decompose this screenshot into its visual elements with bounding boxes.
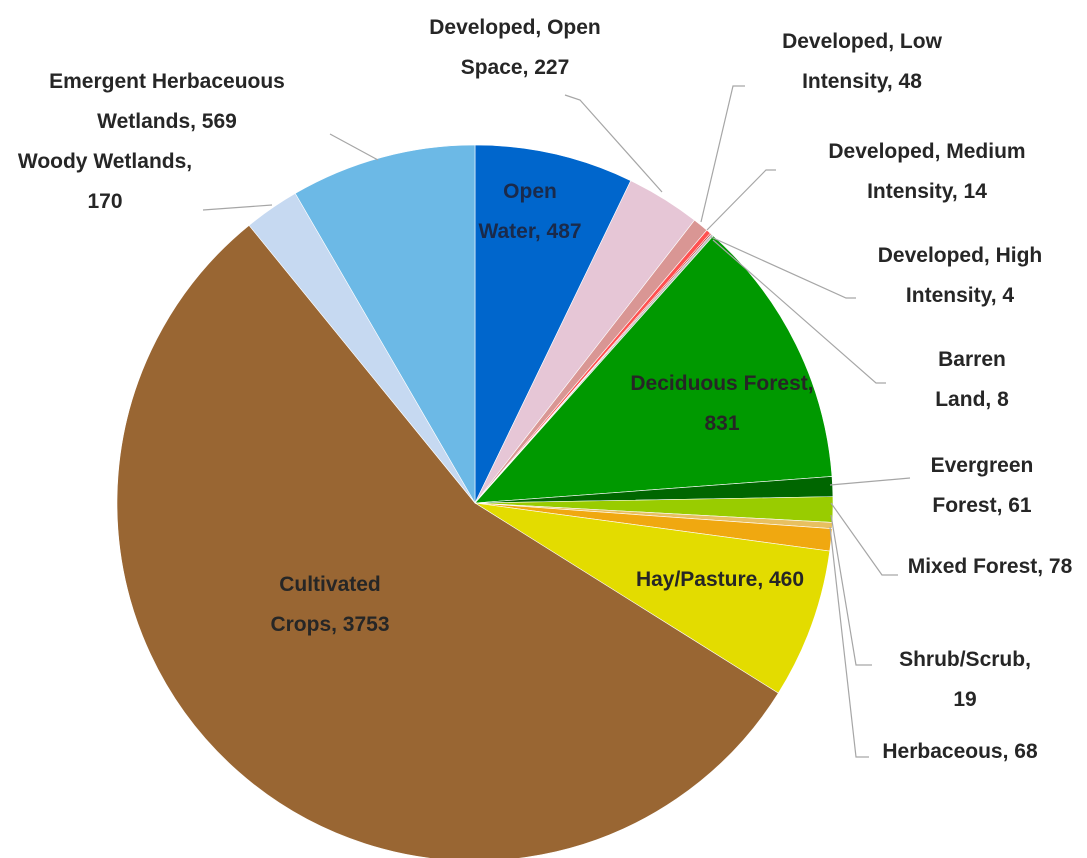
leader-line <box>710 236 856 299</box>
leader-line <box>564 94 663 193</box>
leader-line <box>700 85 745 223</box>
slice-label: Barren Land, 8 <box>935 348 1009 411</box>
slice-label: Deciduous Forest, 831 <box>630 372 814 435</box>
slice-label: Developed, Low Intensity, 48 <box>782 30 942 93</box>
pie-slice <box>294 144 476 505</box>
pie-slice <box>474 235 833 504</box>
slice-label: Developed, Open Space, 227 <box>429 16 601 79</box>
slice-label: Woody Wetlands, 170 <box>17 150 193 213</box>
slice-label: Shrub/Scrub, 19 <box>899 648 1031 711</box>
leader-line <box>830 502 898 576</box>
pie-slice <box>474 144 632 504</box>
slice-label: Evergreen Forest, 61 <box>930 454 1034 517</box>
leader-line <box>202 204 273 211</box>
slice-label: Hay/Pasture, 460 <box>635 568 805 591</box>
slice-label: Emergent Herbaceuous Wetlands, 569 <box>49 70 285 133</box>
pie-slice <box>474 502 831 694</box>
slice-label: Herbaceous, 68 <box>882 740 1038 763</box>
slice-label: Developed, Medium Intensity, 14 <box>828 140 1026 203</box>
leader-line <box>712 239 886 384</box>
leader-line <box>829 477 911 486</box>
leader-line <box>829 526 869 758</box>
leader-line <box>830 514 872 666</box>
slice-label: Mixed Forest, 78 <box>907 555 1073 578</box>
slice-label: Cultivated Crops, 3753 <box>270 573 390 636</box>
leader-line <box>329 133 379 161</box>
slice-label: Open Water, 487 <box>478 180 582 243</box>
leader-line <box>706 169 776 231</box>
pie-slice <box>116 224 779 858</box>
slice-label: Developed, High Intensity, 4 <box>877 244 1043 307</box>
